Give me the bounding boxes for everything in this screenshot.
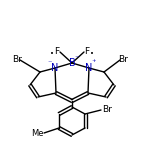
Text: ⁺: ⁺ [92, 59, 96, 67]
Text: •: • [50, 51, 54, 57]
Text: ⁻: ⁻ [48, 59, 52, 67]
Text: B: B [69, 58, 75, 68]
Text: N: N [51, 63, 59, 73]
Text: Br: Br [118, 55, 128, 64]
Text: F: F [54, 47, 60, 57]
Text: Br: Br [102, 105, 112, 114]
Text: F: F [85, 47, 90, 57]
Text: N: N [85, 63, 93, 73]
Text: Br: Br [12, 55, 22, 64]
Text: Me: Me [31, 128, 43, 138]
Text: ⁻: ⁻ [75, 54, 79, 62]
Text: •: • [90, 51, 94, 57]
